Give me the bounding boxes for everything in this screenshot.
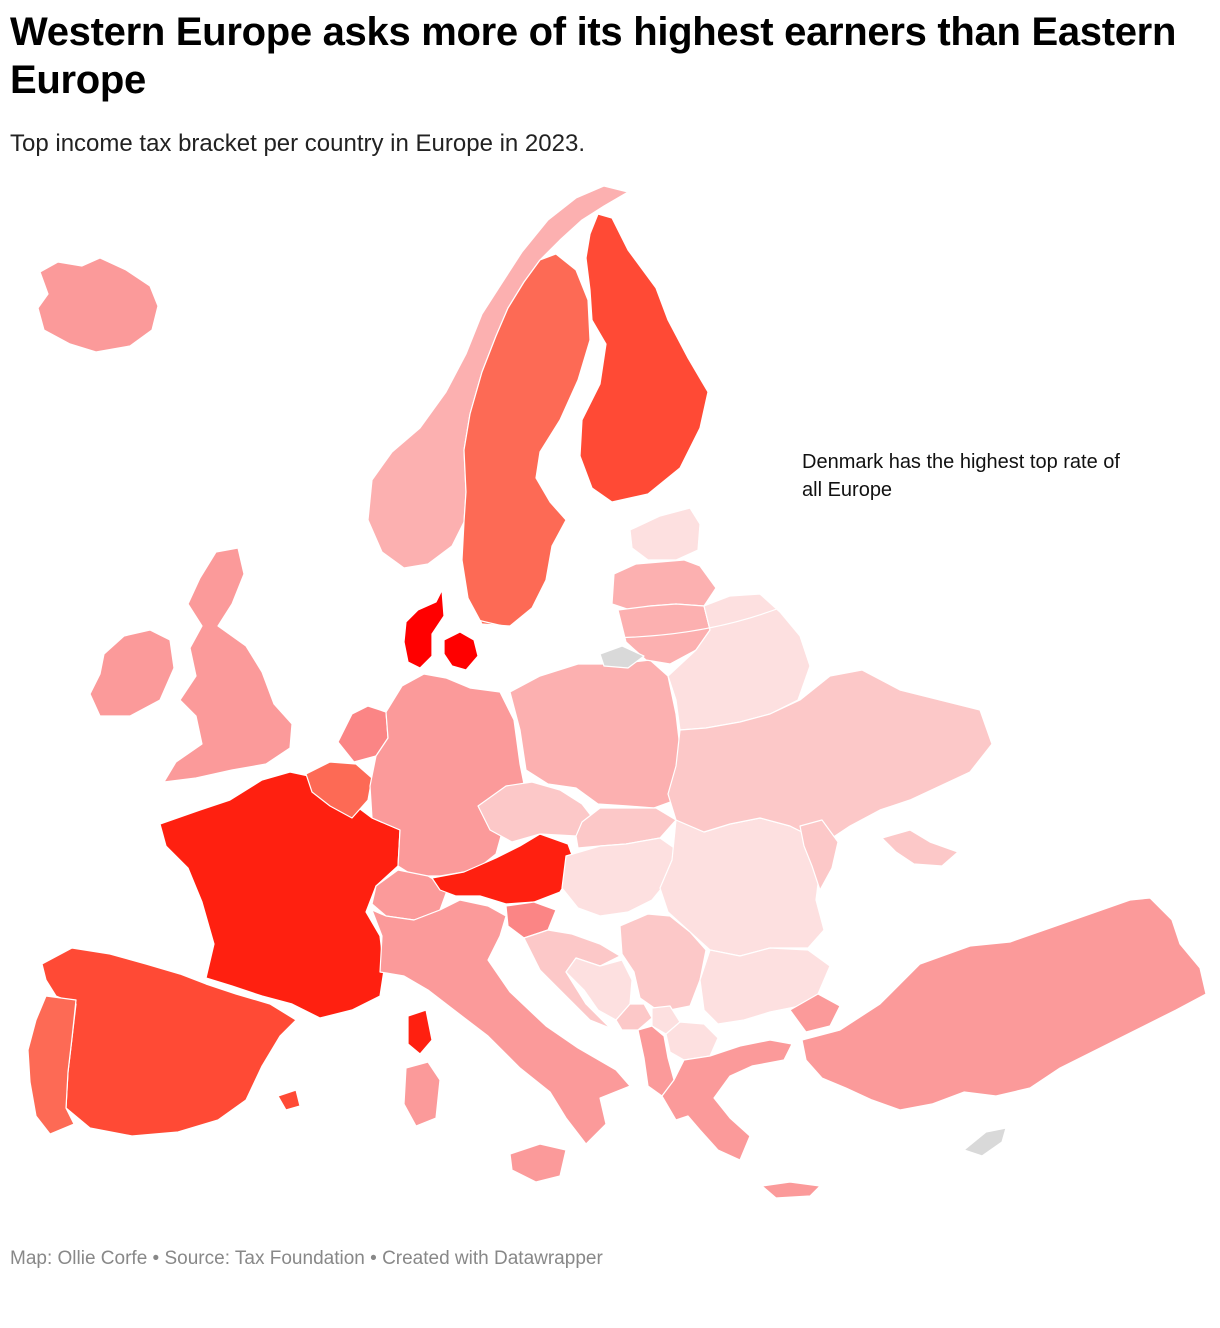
country-norway[interactable] — [367, 185, 629, 569]
country-turkey[interactable] — [789, 897, 1207, 1111]
country-hungary[interactable] — [561, 837, 681, 917]
footer-credit: Map: Ollie Corfe — [10, 1248, 148, 1269]
country-cyprus[interactable] — [963, 1127, 1007, 1157]
annotation-arrow-head — [451, 607, 463, 623]
country-kaliningrad[interactable] — [599, 645, 645, 669]
country-north-macedonia[interactable] — [665, 1021, 719, 1061]
country-spain[interactable] — [41, 947, 301, 1137]
country-france[interactable] — [159, 771, 433, 1055]
country-belgium[interactable] — [305, 761, 373, 819]
footer: Map: Ollie Corfe • Source: Tax Foundatio… — [10, 1248, 603, 1270]
country-iceland[interactable] — [37, 257, 159, 353]
country-finland[interactable] — [579, 213, 709, 503]
footer-tool[interactable]: Created with Datawrapper — [382, 1248, 603, 1269]
country-uk[interactable] — [163, 547, 293, 783]
denmark-annotation: Denmark has the highest top rate of all … — [802, 451, 1120, 501]
country-sweden[interactable] — [461, 253, 591, 627]
country-estonia[interactable] — [629, 507, 701, 561]
country-moldova[interactable] — [799, 819, 839, 891]
map-subtitle: Top income tax bracket per country in Eu… — [10, 130, 585, 157]
country-bosnia[interactable] — [565, 957, 633, 1021]
country-italy[interactable] — [371, 899, 631, 1183]
europe-map — [27, 185, 1207, 1199]
country-germany[interactable] — [369, 673, 527, 877]
country-portugal[interactable] — [27, 995, 77, 1135]
footer-separator: • — [364, 1248, 383, 1269]
country-denmark[interactable] — [403, 589, 479, 671]
map-title: Western Europe asks more of its highest … — [10, 10, 1177, 102]
annotation-arrow — [453, 514, 916, 639]
country-ukraine[interactable] — [667, 669, 993, 867]
footer-source: Source: Tax Foundation — [164, 1248, 365, 1269]
country-serbia[interactable] — [619, 913, 707, 1013]
country-greece[interactable] — [661, 1039, 821, 1199]
footer-separator: • — [147, 1248, 165, 1269]
country-latvia[interactable] — [611, 559, 717, 611]
country-ireland[interactable] — [89, 629, 175, 717]
